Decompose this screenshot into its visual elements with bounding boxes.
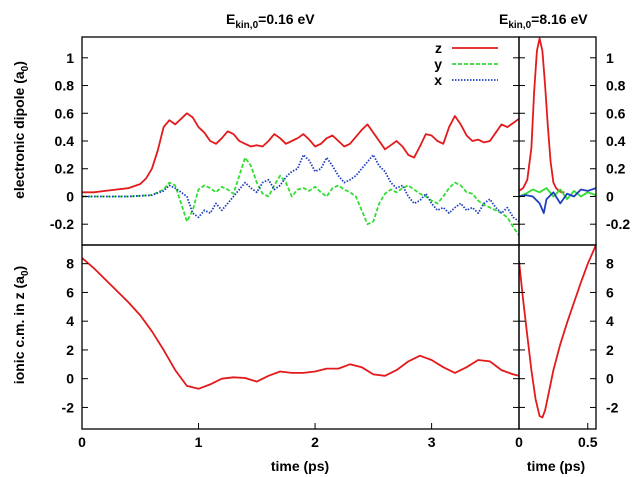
panel-bottom-left: -2 0 2 4 6 8 0 1 2 3 (62, 244, 520, 450)
y-tick-label: 0.4 (606, 133, 626, 149)
series-line-x (519, 187, 596, 214)
xlabel-left: time (ps) (271, 458, 329, 474)
legend-label-y: y (434, 56, 442, 72)
y-tick-label: 8 (606, 256, 614, 272)
series-line-y (82, 156, 519, 236)
y-tick-label: -0.2 (50, 216, 74, 232)
y-tick-label: 1 (606, 50, 614, 66)
title-right: Ekin,0=8.16 eV (499, 11, 588, 31)
panels: -0.200.20.40.60.81zyx-0.200.20.40.60.81-… (50, 36, 630, 450)
y-tick-label: 2 (66, 342, 74, 358)
ylabel-top: electronic dipole (a0) (11, 61, 31, 199)
series-line-z (82, 112, 519, 194)
panel-frame (81, 36, 520, 246)
y-tick-label: -2 (606, 399, 619, 415)
series-line-z (519, 245, 596, 419)
panel-bottom-right: -2 0 2 4 6 8 0 0.5 (515, 244, 619, 450)
series-group (82, 257, 519, 390)
panel-frame (81, 244, 520, 430)
xlabel-right: time (ps) (527, 458, 585, 474)
y-tick-label: 6 (606, 284, 614, 300)
series-line-z (519, 37, 565, 194)
legend-label-z: z (435, 40, 442, 56)
y-tick-label: 2 (606, 342, 614, 358)
x-tick-label: 0 (515, 434, 523, 450)
title-left: Ekin,0=0.16 eV (226, 11, 315, 31)
y-tick-label: 0.6 (606, 105, 626, 121)
x-tick-label: 1 (195, 434, 203, 450)
panel-top-left: -0.2 0 0.2 0.4 0.6 0.8 1 zyx (50, 36, 520, 246)
x-tick-label: 0.5 (578, 434, 598, 450)
y-tick-label: 4 (606, 313, 614, 329)
y-tick-label: 4 (66, 313, 74, 329)
legend-label-x: x (434, 72, 442, 88)
series-group (519, 245, 596, 419)
panel-top-right: -0.2 0 0.2 0.4 0.6 0.8 1 (518, 36, 630, 246)
y-tick-label: 6 (66, 284, 74, 300)
y-tick-label: 0 (606, 188, 614, 204)
y-tick-label: 0.6 (55, 105, 75, 121)
series-line-y (519, 187, 596, 201)
y-tick-label: -0.2 (606, 216, 630, 232)
y-tick-label: 0.2 (55, 161, 75, 177)
y-tick-label: 0.2 (606, 161, 626, 177)
y-tick-label: 0 (66, 188, 74, 204)
ylabel-bottom: ionic c.m. in z (a0) (11, 266, 31, 384)
x-tick-label: 2 (311, 434, 319, 450)
y-tick-label: 0.8 (55, 78, 75, 94)
y-tick-label: 0.4 (55, 133, 75, 149)
x-tick-label: 0 (78, 434, 86, 450)
y-tick-label: 0.8 (606, 78, 626, 94)
series-line-z (82, 257, 519, 390)
y-tick-label: 0 (66, 371, 74, 387)
y-tick-label: 1 (66, 50, 74, 66)
series-group (82, 112, 519, 236)
y-tick-label: 8 (66, 256, 74, 272)
y-tick-label: 0 (606, 371, 614, 387)
y-tick-label: -2 (62, 399, 75, 415)
x-tick-label: 3 (428, 434, 436, 450)
series-group (519, 37, 596, 214)
panel-frame (518, 244, 597, 430)
panel-frame (518, 36, 597, 246)
